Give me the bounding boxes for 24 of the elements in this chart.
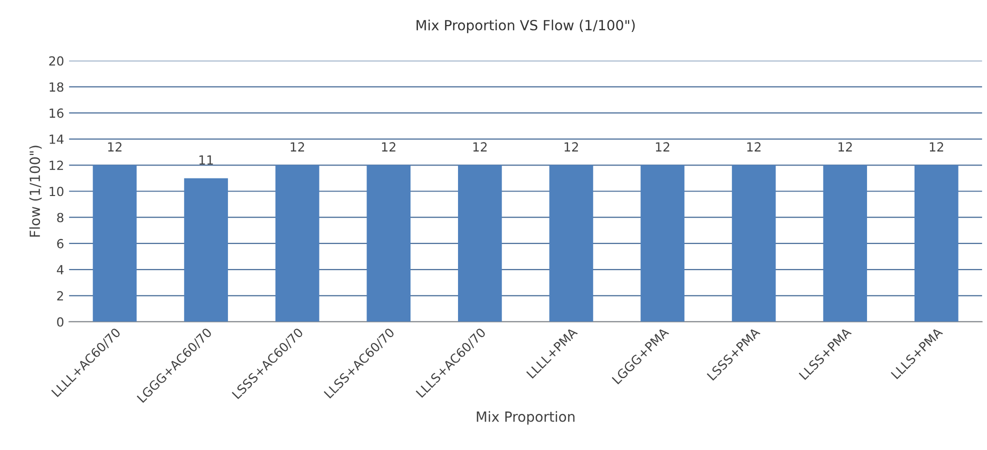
chart-title: Mix Proportion VS Flow (1/100"): [416, 20, 635, 34]
data-label: 12: [838, 142, 852, 152]
data-label: 12: [747, 142, 761, 152]
y-tick-label: 20: [49, 56, 64, 66]
data-label: 12: [108, 142, 122, 152]
data-label: 12: [473, 142, 487, 152]
data-label: 12: [656, 142, 670, 152]
data-label: 11: [199, 155, 213, 164]
y-tick-label: 18: [50, 82, 64, 92]
y-tick-label: 14: [50, 134, 64, 144]
y-tick-label: 10: [50, 186, 64, 196]
y-tick-label: 4: [56, 265, 64, 274]
data-label: 12: [382, 142, 396, 152]
y-tick-label: 16: [50, 108, 64, 118]
y-tick-label: 0: [57, 317, 64, 327]
y-tick-label: 6: [57, 238, 64, 248]
y-tick-label: 8: [57, 212, 64, 222]
x-axis-title: Mix Proportion: [476, 411, 574, 425]
y-axis-title: Flow (1/100"): [29, 146, 42, 237]
y-tick-label: 2: [57, 291, 63, 300]
data-label: 12: [930, 142, 944, 152]
y-tick-label: 12: [50, 160, 63, 170]
data-label: 12: [564, 142, 578, 152]
data-label: 12: [290, 142, 304, 152]
